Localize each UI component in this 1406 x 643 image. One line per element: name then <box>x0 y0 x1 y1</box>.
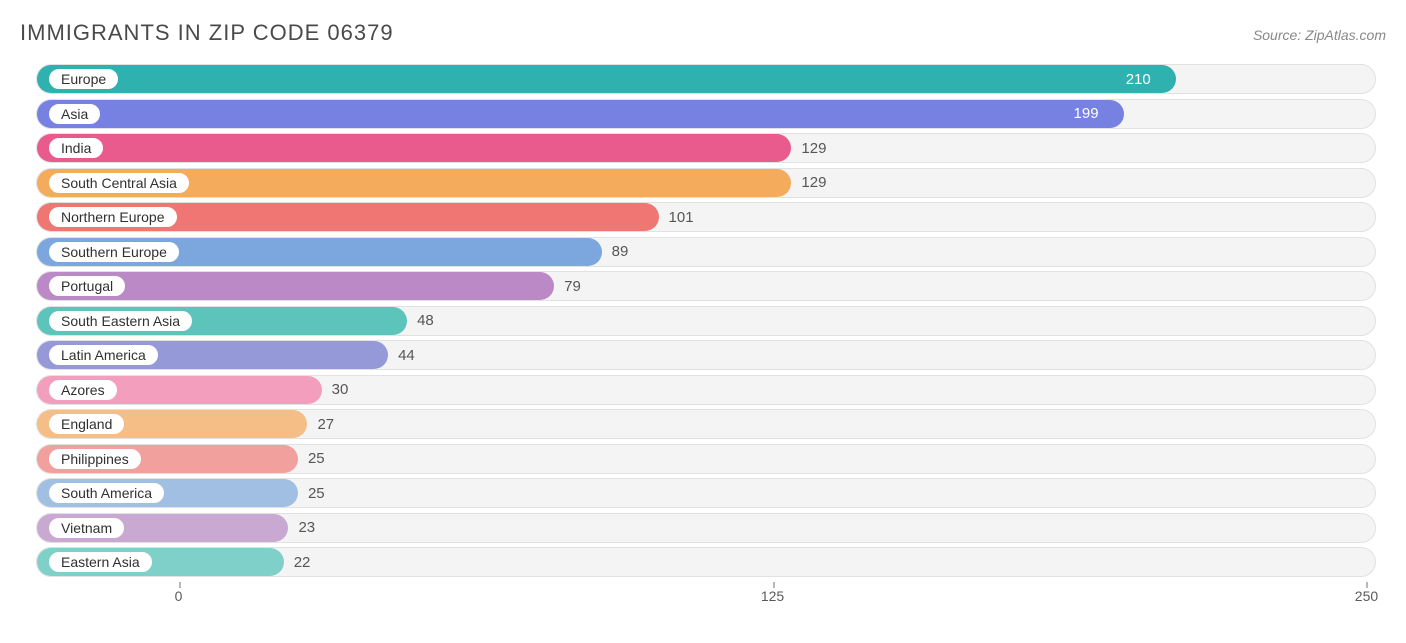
bar-value: 44 <box>398 341 415 369</box>
axis-tick-label: 250 <box>1355 588 1378 604</box>
bar-label: Northern Europe <box>48 206 178 228</box>
bar-value: 30 <box>332 376 349 404</box>
bar-row: 25 Philippines <box>20 444 1386 474</box>
bar-track: 25 <box>36 478 1376 508</box>
bar-row: 199 Asia <box>20 99 1386 129</box>
bar-row: 23 Vietnam <box>20 513 1386 543</box>
bar-value: 25 <box>308 445 325 473</box>
bar-label: South Eastern Asia <box>48 310 193 332</box>
bar-value: 101 <box>669 203 694 231</box>
bar-value: 89 <box>612 238 629 266</box>
bar-label: Southern Europe <box>48 241 180 263</box>
bar-track: 89 <box>36 237 1376 267</box>
bar-row: 48 South Eastern Asia <box>20 306 1386 336</box>
bar-value: 22 <box>294 548 311 576</box>
bar-row: 30 Azores <box>20 375 1386 405</box>
bar-row: 129 South Central Asia <box>20 168 1386 198</box>
bar-label: Eastern Asia <box>48 551 153 573</box>
bar-label: South America <box>48 482 165 504</box>
bar-label: Azores <box>48 379 118 401</box>
chart-source: Source: ZipAtlas.com <box>1253 27 1386 43</box>
axis-tick-label: 125 <box>761 588 784 604</box>
bar-track: 30 <box>36 375 1376 405</box>
x-axis: 0 125 250 <box>36 582 1376 610</box>
bar-row: 129 India <box>20 133 1386 163</box>
bar-value: 48 <box>417 307 434 335</box>
chart-area: 210 Europe 199 Asia 129 India 129 South Central… <box>20 64 1386 577</box>
bar-label: England <box>48 413 125 435</box>
bar-value: 129 <box>801 134 826 162</box>
bar-row: 22 Eastern Asia <box>20 547 1386 577</box>
bar-value: 23 <box>298 514 315 542</box>
bar-row: 101 Northern Europe <box>20 202 1386 232</box>
bar-value: 129 <box>801 169 826 197</box>
bar-fill <box>37 65 1176 93</box>
bar-track: 44 <box>36 340 1376 370</box>
bar-label: Vietnam <box>48 517 125 539</box>
bar-fill <box>37 100 1124 128</box>
bar-fill <box>37 134 791 162</box>
bar-row: 25 South America <box>20 478 1386 508</box>
bar-row: 27 England <box>20 409 1386 439</box>
bar-label: Asia <box>48 103 101 125</box>
bar-label: South Central Asia <box>48 172 190 194</box>
bar-label: Philippines <box>48 448 142 470</box>
axis-tick-label: 0 <box>175 588 183 604</box>
bar-label: India <box>48 137 104 159</box>
bar-row: 210 Europe <box>20 64 1386 94</box>
bar-track: 199 <box>36 99 1376 129</box>
bar-track: 210 <box>36 64 1376 94</box>
bar-track: 101 <box>36 202 1376 232</box>
chart-title: IMMIGRANTS IN ZIP CODE 06379 <box>20 20 394 46</box>
bar-value: 210 <box>1126 65 1151 93</box>
bar-value: 27 <box>317 410 334 438</box>
bar-label: Europe <box>48 68 119 90</box>
bar-label: Latin America <box>48 344 159 366</box>
bar-value: 79 <box>564 272 581 300</box>
bar-label: Portugal <box>48 275 126 297</box>
chart-container: IMMIGRANTS IN ZIP CODE 06379 Source: Zip… <box>0 0 1406 643</box>
bar-track: 27 <box>36 409 1376 439</box>
bar-value: 25 <box>308 479 325 507</box>
bar-track: 129 <box>36 133 1376 163</box>
bar-value: 199 <box>1074 100 1099 128</box>
bar-track: 22 <box>36 547 1376 577</box>
bar-track: 48 <box>36 306 1376 336</box>
bar-row: 89 Southern Europe <box>20 237 1386 267</box>
chart-header: IMMIGRANTS IN ZIP CODE 06379 Source: Zip… <box>20 20 1386 46</box>
bar-row: 79 Portugal <box>20 271 1386 301</box>
bar-track: 129 <box>36 168 1376 198</box>
bar-track: 25 <box>36 444 1376 474</box>
bar-track: 23 <box>36 513 1376 543</box>
bar-row: 44 Latin America <box>20 340 1386 370</box>
bar-track: 79 <box>36 271 1376 301</box>
